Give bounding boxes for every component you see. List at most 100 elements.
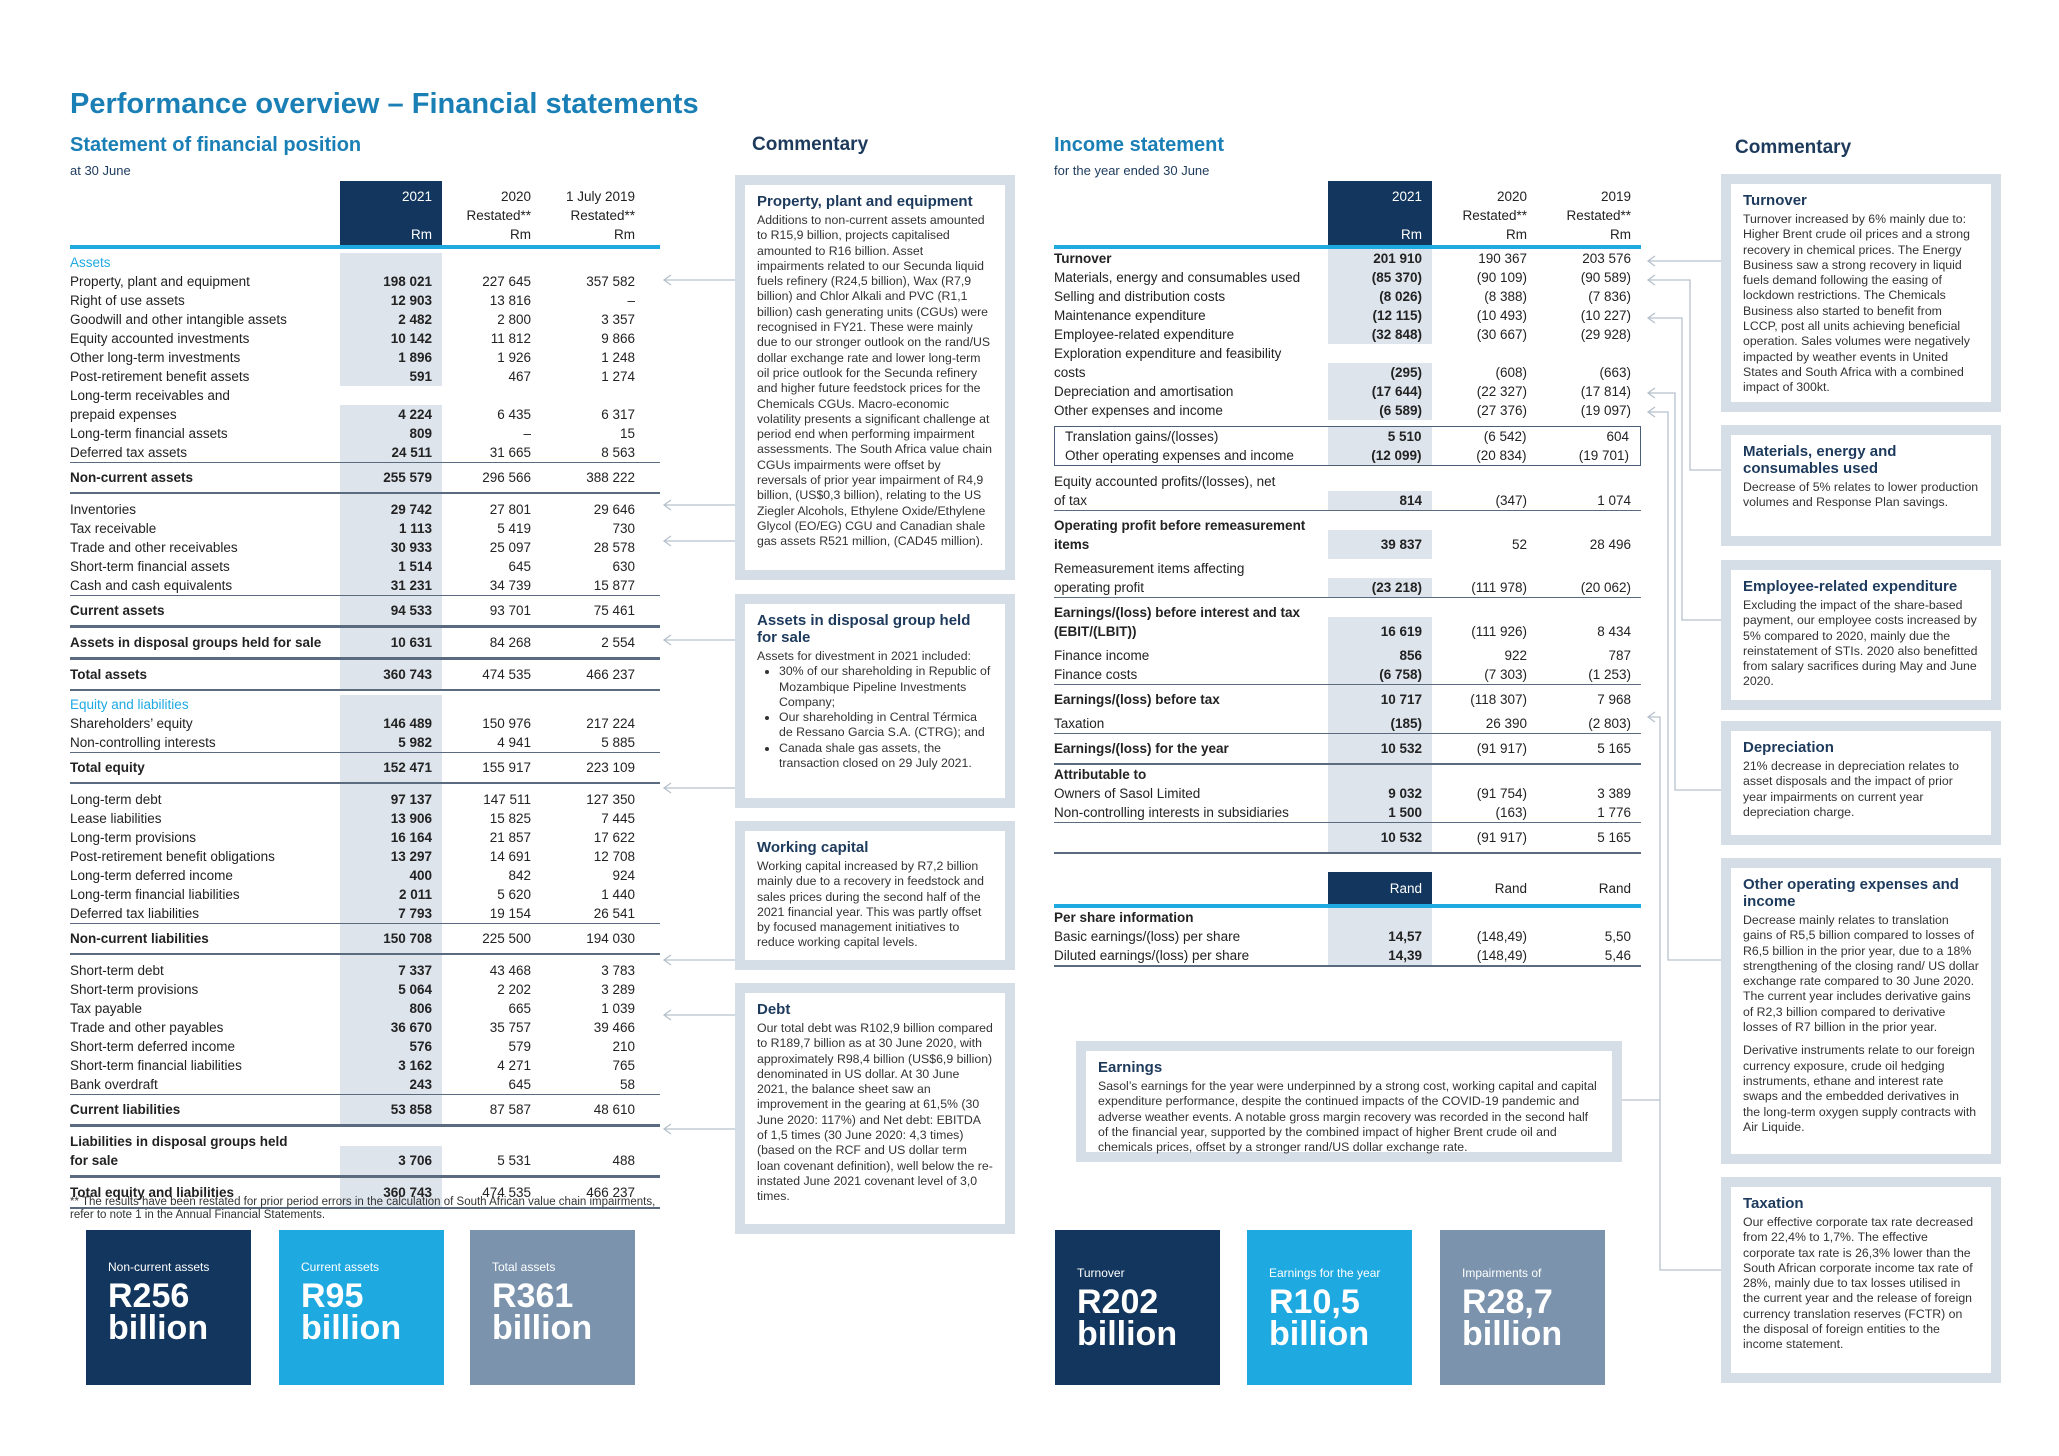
commentary-paragraph: Our total debt was R102,9 billion compar… <box>757 1021 993 1204</box>
row-label: Earnings/(loss) before interest and tax(… <box>1054 605 1301 639</box>
row-label: Long-term financial liabilities <box>70 887 240 902</box>
row-label: Trade and other receivables <box>70 540 238 555</box>
row-label: Shareholders’ equity <box>70 716 193 731</box>
row-value <box>1328 765 1432 784</box>
commentary-box-content: Turnover Turnover increased by 6% mainly … <box>1731 184 1991 402</box>
row-label: Turnover <box>1054 251 1112 266</box>
commentary-paragraph: Working capital increased by R7,2 billio… <box>757 859 984 950</box>
total-row: Total equity 152 471 155 917 223 109 <box>70 752 660 784</box>
commentary-earnings-title: Earnings <box>1098 1059 1163 1076</box>
row-value: 924 <box>612 868 635 883</box>
row-value: 87 587 <box>489 1102 531 1117</box>
table-row: Equity accounted investments 10 142 11 812… <box>70 329 660 348</box>
column-unit: Rm <box>1610 227 1631 242</box>
commentary-heading: Assets in disposal group held for sale <box>757 612 971 646</box>
row-value: (12 115) <box>1328 306 1432 325</box>
row-value: 474 535 <box>482 667 531 682</box>
stat-label: Total assets <box>492 1260 556 1274</box>
stat-label: Earnings for the year <box>1269 1266 1381 1280</box>
commentary-heading: Property, plant and equipment <box>757 193 973 210</box>
row-value: 8 434 <box>1597 624 1631 639</box>
stat-label: Non-current assets <box>108 1260 210 1274</box>
row-value: 814 <box>1328 491 1432 510</box>
row-label: Other long-term investments <box>70 350 241 365</box>
row-value: 5 165 <box>1597 830 1631 845</box>
row-value: 467 <box>508 369 531 384</box>
table-row: Selling and distribution costs (8 026) (8 … <box>1054 287 1641 306</box>
stat-turnover: Turnover R202 billion <box>1055 1230 1220 1385</box>
table-row: Long-term provisions 16 164 21 857 17 622 <box>70 828 660 847</box>
row-value: 14 691 <box>489 849 531 864</box>
row-value: (7 303) <box>1484 667 1527 682</box>
row-value: (185) <box>1328 714 1432 733</box>
row-value: 10 142 <box>340 329 442 348</box>
row-value: (90 589) <box>1580 270 1631 285</box>
commentary-box-content: Assets in disposal group held for sale As… <box>745 604 1005 798</box>
balance-sheet-title: Statement of financial position <box>70 134 362 156</box>
table-row: Materials, energy and consumables used (8… <box>1054 268 1641 287</box>
commentary-employee: Employee-related expenditure Excluding th… <box>1721 560 2001 710</box>
header-spacer <box>1054 181 1328 245</box>
row-value <box>340 695 442 714</box>
row-value: 25 097 <box>489 540 531 555</box>
row-value: 6 435 <box>497 407 531 422</box>
commentary-depreciation: Depreciation 21% decrease in depreciation… <box>1721 721 2001 845</box>
row-label: Long-term debt <box>70 792 162 807</box>
row-value: 5 982 <box>340 733 442 752</box>
row-value: 10 532 <box>1328 823 1432 852</box>
row-value: 203 576 <box>1582 251 1631 266</box>
table-row: Non-controlling interests 5 982 4 941 5 885 <box>70 733 660 752</box>
row-label: Depreciation and amortisation <box>1054 384 1234 399</box>
table-row: Owners of Sasol Limited 9 032 (91 754) 3 38… <box>1054 784 1641 803</box>
row-value <box>340 253 442 272</box>
table-row: Long-term receivables and prepaid expense… <box>70 386 660 424</box>
table-row: Remeasurement items affecting operating p… <box>1054 559 1641 597</box>
balance-sheet-subtitle: at 30 June <box>70 163 131 178</box>
commentary-debt: Debt Our total debt was R102,9 billion co… <box>735 983 1015 1234</box>
column-year: 1 July 2019 <box>565 189 635 204</box>
row-label: Tax payable <box>70 1001 143 1016</box>
row-value: 5 510 <box>1327 427 1432 446</box>
table-row: Trade and other payables 36 670 35 757 39 4… <box>70 1018 660 1037</box>
total-row: Current liabilities 53 858 87 587 48 610 <box>70 1094 660 1126</box>
row-label: Non-controlling interests in subsidiarie… <box>1054 805 1289 820</box>
table-row: Tax payable 806 665 1 039 <box>70 999 660 1018</box>
row-label: Trade and other payables <box>70 1020 224 1035</box>
row-value: 1 500 <box>1328 803 1432 822</box>
row-value: 52 <box>1511 537 1527 552</box>
row-value: 466 237 <box>586 667 635 682</box>
row-label: Long-term receivables and prepaid expense… <box>70 388 230 422</box>
arrowhead-icon <box>1646 711 1656 723</box>
row-value: 150 708 <box>340 924 442 953</box>
row-value: (111 978) <box>1471 580 1527 595</box>
row-value: 4 224 <box>340 405 442 424</box>
row-value: 1 074 <box>1597 493 1631 508</box>
row-value <box>442 695 541 714</box>
total-row: Earnings/(loss) before tax 10 717 (118 307… <box>1054 684 1641 714</box>
row-value: 3 357 <box>601 312 635 327</box>
table-row: Diluted earnings/(loss) per share 14,39 (1… <box>1054 946 1641 967</box>
table-row: Turnover 201 910 190 367 203 576 <box>1054 249 1641 268</box>
row-value: 155 917 <box>482 760 531 775</box>
translation-breakdown-box: Translation gains/(losses) 5 510 (6 542) 60… <box>1054 426 1641 466</box>
table-row: Per share information <box>1054 908 1641 927</box>
row-value: 5 620 <box>497 887 531 902</box>
table-row: Other expenses and income (6 589) (27 376)… <box>1054 401 1641 420</box>
table-row: Exploration expenditure and feasibility c… <box>1054 344 1641 382</box>
row-value: 1 776 <box>1597 805 1631 820</box>
row-value: 217 224 <box>586 716 635 731</box>
row-label: Finance costs <box>1054 667 1138 682</box>
row-value <box>1432 765 1537 784</box>
row-value: 58 <box>619 1077 635 1092</box>
stat-unit: billion <box>301 1309 402 1347</box>
commentary-box-content: Depreciation 21% decrease in depreciation… <box>1731 731 1991 835</box>
row-value: (148,49) <box>1476 929 1527 944</box>
row-label: Goodwill and other intangible assets <box>70 312 287 327</box>
commentary-box-content: Taxation Our effective corporate tax rate… <box>1731 1187 1991 1373</box>
row-value: 488 <box>612 1153 635 1168</box>
row-value: 388 222 <box>586 470 635 485</box>
row-label: Long-term provisions <box>70 830 197 845</box>
row-value: 6 317 <box>601 407 635 422</box>
connector-line <box>1648 411 1721 961</box>
table-row: Finance income 856 922 787 <box>1054 646 1641 665</box>
